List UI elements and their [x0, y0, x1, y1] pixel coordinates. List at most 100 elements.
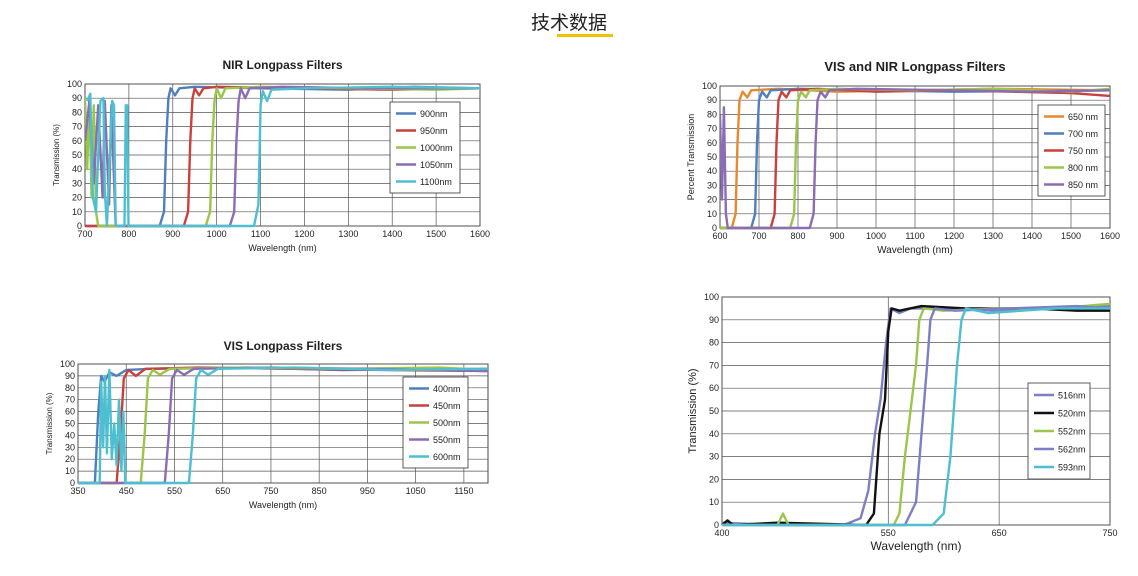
y-tick-label: 0 — [77, 221, 82, 231]
legend-label: 550nm — [433, 435, 461, 445]
legend-label: 552nm — [1058, 427, 1086, 437]
y-tick-label: 50 — [707, 152, 717, 162]
y-tick-label: 80 — [72, 107, 82, 117]
legend-label: 750 nm — [1068, 146, 1098, 156]
series-line-593nm — [722, 307, 1110, 527]
y-tick-label: 80 — [65, 383, 75, 393]
y-tick-label: 70 — [707, 124, 717, 134]
chart-vis-narrow: 0 10 20 30 40 50 60 70 80 90 100 400 550 650 750 Wavele… — [687, 292, 1118, 553]
y-tick-label: 10 — [65, 466, 75, 476]
y-tick-label: 100 — [704, 292, 719, 302]
y-tick-label: 60 — [709, 383, 719, 393]
page-title: 技术数据 — [530, 12, 607, 34]
x-tick-label: 1300 — [338, 229, 358, 239]
x-tick-label: 1000 — [866, 231, 886, 241]
y-tick-label: 90 — [72, 93, 82, 103]
x-tick-label: 1500 — [426, 229, 446, 239]
y-tick-label: 30 — [72, 178, 82, 188]
legend-label: 900nm — [420, 109, 448, 119]
x-tick-label: 850 — [312, 486, 327, 496]
y-tick-label: 50 — [709, 406, 719, 416]
x-tick-label: 900 — [829, 231, 844, 241]
chart-title: VIS Longpass Filters — [224, 339, 343, 353]
y-tick-label: 90 — [65, 371, 75, 381]
legend-label: 600nm — [433, 452, 461, 462]
legend-label: 400nm — [433, 384, 461, 394]
y-axis-label: Transmission (%) — [45, 392, 54, 454]
x-tick-label: 900 — [165, 229, 180, 239]
y-tick-label: 70 — [72, 122, 82, 132]
y-tick-label: 50 — [65, 419, 75, 429]
x-tick-label: 350 — [70, 486, 85, 496]
series-line-1100nm — [86, 85, 480, 228]
x-axis-label: Wavelength (nm) — [871, 539, 962, 553]
x-axis-label: Wavelength (nm) — [248, 243, 316, 253]
x-tick-label: 1400 — [382, 229, 402, 239]
x-tick-label: 1000 — [207, 229, 227, 239]
legend-label: 850 nm — [1068, 180, 1098, 190]
y-tick-label: 0 — [712, 223, 717, 233]
x-axis-label: Wavelength (nm) — [249, 500, 317, 510]
legend-label: 1050nm — [420, 160, 453, 170]
chart-title: NIR Longpass Filters — [222, 58, 342, 72]
x-tick-label: 400 — [714, 528, 729, 538]
y-tick-label: 20 — [65, 454, 75, 464]
legend-label: 516nm — [1058, 391, 1086, 401]
x-tick-label: 1200 — [294, 229, 314, 239]
y-tick-label: 20 — [72, 193, 82, 203]
x-tick-label: 1150 — [454, 486, 473, 496]
y-tick-label: 100 — [60, 359, 75, 369]
y-axis-label: Percent Transmission — [686, 114, 696, 201]
legend-label: 650 nm — [1068, 112, 1098, 122]
y-tick-label: 10 — [72, 207, 82, 217]
y-tick-label: 40 — [65, 430, 75, 440]
chart-vis-nir: VIS and NIR Longpass Filters 0 10 20 30 40 50 6… — [686, 59, 1120, 256]
y-tick-label: 20 — [709, 474, 719, 484]
x-axis-label: Wavelength (nm) — [877, 245, 953, 256]
y-tick-label: 40 — [709, 429, 719, 439]
chart-title: VIS and NIR Longpass Filters — [824, 59, 1005, 74]
y-tick-label: 70 — [709, 360, 719, 370]
x-tick-label: 1300 — [983, 231, 1003, 241]
x-tick-label: 650 — [992, 528, 1007, 538]
title-underline — [557, 34, 613, 37]
x-tick-label: 450 — [119, 486, 134, 496]
y-tick-label: 40 — [707, 166, 717, 176]
y-tick-label: 0 — [70, 478, 75, 488]
x-tick-label: 700 — [751, 231, 766, 241]
legend-label: 500nm — [433, 418, 461, 428]
y-tick-label: 50 — [72, 150, 82, 160]
x-tick-label: 750 — [1102, 528, 1117, 538]
y-tick-label: 90 — [707, 95, 717, 105]
x-tick-label: 950 — [360, 486, 375, 496]
x-tick-label: 700 — [77, 229, 92, 239]
y-tick-label: 70 — [65, 395, 75, 405]
y-tick-label: 10 — [707, 209, 717, 219]
y-tick-label: 30 — [65, 442, 75, 452]
legend-label: 1100nm — [420, 177, 452, 187]
x-tick-label: 1500 — [1061, 231, 1081, 241]
x-tick-label: 750 — [263, 486, 278, 496]
legend-label: 950nm — [420, 126, 448, 136]
legend-label: 593nm — [1058, 463, 1086, 473]
y-tick-label: 100 — [67, 79, 82, 89]
legend-label: 800 nm — [1068, 163, 1098, 173]
legend-label: 562nm — [1058, 445, 1086, 455]
y-tick-label: 100 — [702, 81, 717, 91]
y-tick-label: 0 — [714, 520, 719, 530]
legend-label: 450nm — [433, 401, 461, 411]
x-tick-label: 1100 — [251, 229, 270, 239]
x-tick-label: 550 — [881, 528, 896, 538]
y-tick-label: 60 — [65, 407, 75, 417]
x-tick-label: 1600 — [470, 229, 490, 239]
x-tick-label: 1600 — [1100, 231, 1120, 241]
y-tick-label: 80 — [707, 109, 717, 119]
legend-label: 700 nm — [1068, 129, 1098, 139]
x-tick-label: 1050 — [406, 486, 426, 496]
series-line-562nm — [722, 304, 1110, 527]
series-line-850nm — [720, 87, 1110, 230]
x-tick-label: 800 — [121, 229, 136, 239]
y-tick-label: 30 — [709, 452, 719, 462]
y-tick-label: 40 — [72, 164, 82, 174]
